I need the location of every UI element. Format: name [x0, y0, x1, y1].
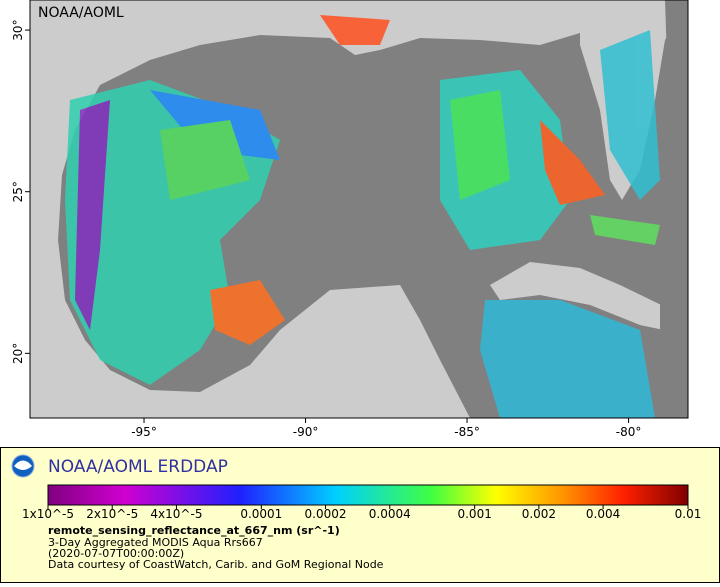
lat-tick-label: 30°: [11, 19, 25, 40]
colorbar-tick-label: 0.002: [522, 507, 556, 521]
colorbar-tick-label: 4x10^-5: [150, 507, 202, 521]
colorbar-tick-label: 0.001: [457, 507, 491, 521]
watermark: NOAA/AOML: [38, 5, 124, 21]
colorbar-tick-label: 1x10^-5: [22, 507, 74, 521]
land: [30, 0, 600, 418]
atlantic: [660, 0, 688, 418]
info-line: (2020-07-07T00:00:00Z): [48, 547, 184, 560]
colorbar-tick-label: 0.0002: [305, 507, 347, 521]
lat-tick-label: 25°: [11, 181, 25, 202]
colorbar-tick-label: 0.0001: [240, 507, 282, 521]
lat-tick-label: 20°: [11, 343, 25, 364]
colorbar: [47, 484, 689, 506]
brand: NOAA/AOML ERDDAP: [48, 457, 228, 477]
colorbar-tick-label: 0.0004: [369, 507, 411, 521]
variable-name: remote_sensing_reflectance_at_667_nm (sr…: [48, 524, 340, 537]
land: [30, 0, 688, 200]
colorbar-tick-label: 2x10^-5: [86, 507, 138, 521]
lon-tick-label: -90°: [293, 425, 319, 439]
legend-box: [0, 447, 720, 583]
cuba: [490, 262, 688, 335]
map-area: NOAA/AOML: [30, 0, 688, 418]
lon-tick-label: -85°: [454, 425, 480, 439]
lon-tick-label: -95°: [131, 425, 157, 439]
noaa-logo-bird: [14, 460, 32, 470]
info-line: Data courtesy of CoastWatch, Carib. and …: [48, 558, 384, 571]
colorbar-tick-label: 0.01: [675, 507, 702, 521]
info-line: 3-Day Aggregated MODIS Aqua Rrs667: [48, 536, 263, 549]
data-field: [65, 15, 660, 418]
lon-tick-label: -80°: [616, 425, 642, 439]
colorbar-tick-label: 0.004: [586, 507, 620, 521]
map-frame: [29, 0, 689, 419]
